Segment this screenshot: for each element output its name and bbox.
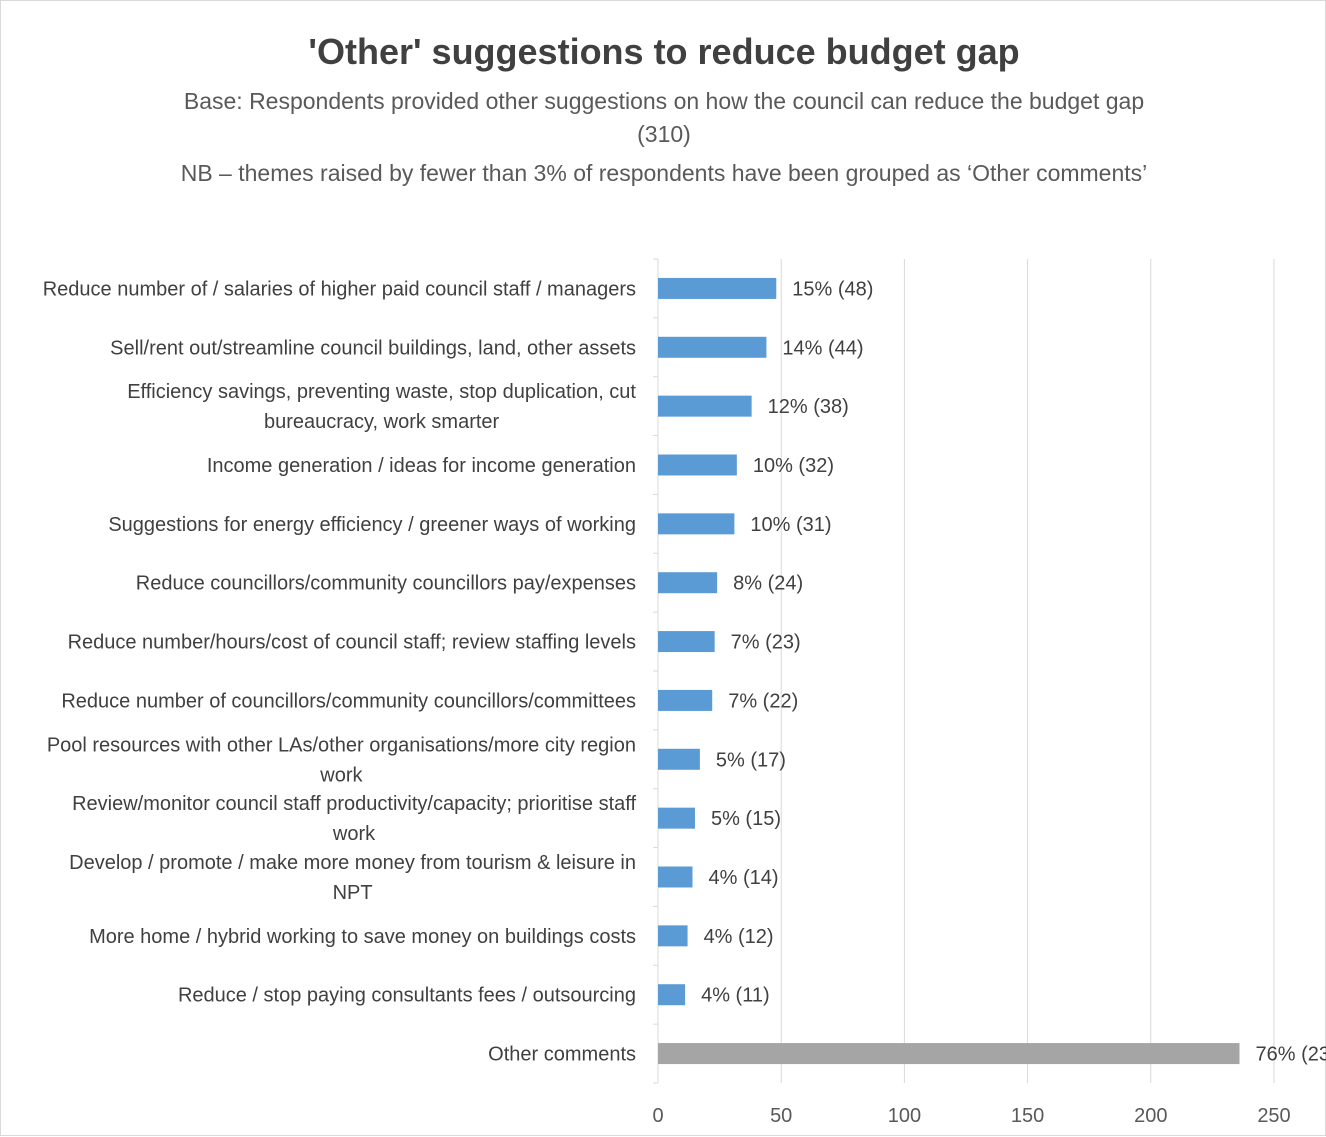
bar-5	[658, 572, 718, 594]
bar-2	[658, 395, 752, 417]
category-label-10: Develop / promote / make more money from…	[69, 852, 636, 904]
chart-subtitle-note: NB – themes raised by fewer than 3% of r…	[180, 160, 1148, 186]
chart-title: 'Other' suggestions to reduce budget gap	[308, 31, 1020, 72]
category-label-3: Income generation / ideas for income gen…	[207, 455, 636, 477]
data-label-10: 4% (14)	[708, 867, 778, 889]
data-label-3: 10% (32)	[753, 455, 834, 477]
data-label-6: 7% (23)	[731, 632, 801, 654]
data-label-4: 10% (31)	[750, 514, 831, 536]
bar-10	[658, 866, 693, 888]
bar-6	[658, 631, 715, 653]
data-label-9: 5% (15)	[711, 808, 781, 830]
x-tick-label-5: 250	[1257, 1105, 1290, 1127]
category-label-9: Review/monitor council staff productivit…	[72, 793, 636, 845]
x-tick-label-4: 200	[1134, 1105, 1167, 1127]
category-label-7: Reduce number of councillors/community c…	[61, 690, 636, 712]
category-label-6: Reduce number/hours/cost of council staf…	[68, 632, 636, 654]
data-label-8: 5% (17)	[716, 749, 786, 771]
category-label-12: Reduce / stop paying consultants fees / …	[178, 985, 636, 1007]
data-label-12: 4% (11)	[701, 985, 770, 1007]
chart-subtitle-base: Base: Respondents provided other suggest…	[183, 88, 1145, 147]
bar-8	[658, 748, 700, 770]
category-label-5: Reduce councillors/community councillors…	[136, 573, 636, 595]
x-tick-label-1: 50	[770, 1105, 792, 1127]
data-label-0: 15% (48)	[792, 278, 873, 300]
bar-1	[658, 336, 767, 358]
category-label-1: Sell/rent out/streamline council buildin…	[110, 337, 636, 359]
bar-3	[658, 454, 737, 476]
bar-11	[658, 925, 688, 947]
data-label-13: 76% (236)	[1256, 1044, 1326, 1066]
x-tick-label-0: 0	[652, 1105, 663, 1127]
bar-4	[658, 513, 735, 535]
data-label-5: 8% (24)	[733, 573, 803, 595]
x-tick-label-3: 150	[1011, 1105, 1044, 1127]
x-tick-label-2: 100	[888, 1105, 921, 1127]
bar-12	[658, 984, 686, 1006]
bar-13	[658, 1043, 1240, 1065]
category-label-0: Reduce number of / salaries of higher pa…	[43, 278, 636, 300]
data-label-7: 7% (22)	[728, 690, 798, 712]
data-label-11: 4% (12)	[704, 926, 774, 948]
category-label-8: Pool resources with other LAs/other orga…	[47, 734, 636, 786]
bar-0	[658, 277, 777, 299]
category-label-4: Suggestions for energy efficiency / gree…	[108, 514, 636, 536]
bar-7	[658, 689, 713, 711]
category-label-13: Other comments	[488, 1044, 636, 1066]
category-label-2: Efficiency savings, preventing waste, st…	[127, 381, 636, 433]
bar-9	[658, 807, 695, 829]
data-label-1: 14% (44)	[782, 337, 863, 359]
category-label-11: More home / hybrid working to save money…	[89, 926, 636, 948]
data-label-2: 12% (38)	[768, 396, 849, 418]
